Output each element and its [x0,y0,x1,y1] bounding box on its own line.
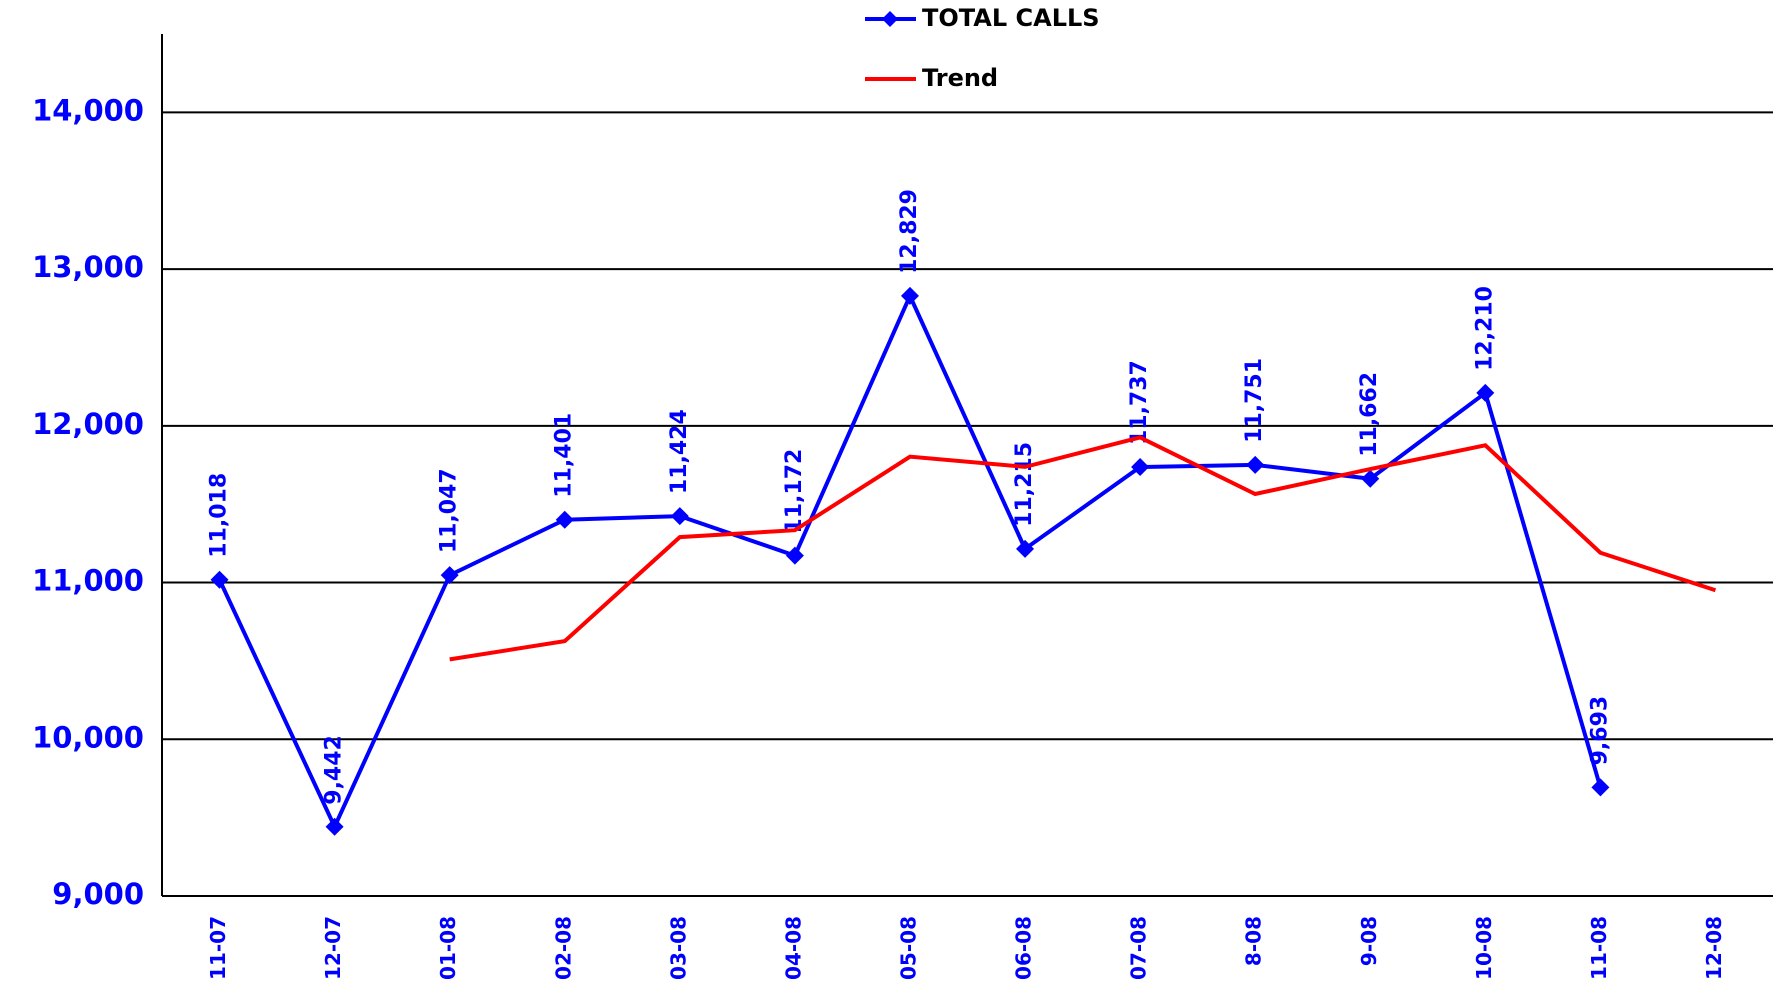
x-tick-label: 12-07 [321,916,345,980]
y-tick-label: 12,000 [32,407,144,441]
x-tick-label: 04-08 [781,916,805,980]
data-label: 12,829 [897,189,922,274]
data-point [1016,539,1035,558]
y-tick-label: 10,000 [32,720,144,754]
y-tick-label: 13,000 [32,250,144,284]
data-label: 9,693 [1587,696,1612,766]
data-label: 11,172 [782,449,807,534]
x-tick-label: 8-08 [1242,916,1266,966]
legend-marker [882,11,898,27]
data-label: 11,662 [1357,372,1382,457]
data-point [555,510,574,529]
y-tick-label: 9,000 [52,877,144,911]
data-point [670,507,689,526]
y-tick-label: 11,000 [32,564,144,598]
x-tick-label: 12-08 [1702,916,1726,980]
data-point [785,546,804,565]
x-tick-label: 01-08 [436,916,460,980]
legend-label: Trend [922,64,998,92]
data-point [900,286,919,305]
x-tick-label: 05-08 [896,916,920,980]
data-label: 11,737 [1127,360,1152,445]
data-label: 12,210 [1472,286,1497,371]
data-label: 11,401 [552,413,577,498]
data-point [440,566,459,585]
x-tick-label: 06-08 [1012,916,1036,980]
legend-label: TOTAL CALLS [922,4,1100,32]
data-point [1131,458,1150,477]
x-tick-label: 03-08 [666,916,690,980]
series-line [217,291,1603,832]
x-tick-label: 07-08 [1127,916,1151,980]
x-tick-label: 02-08 [551,916,575,980]
data-point [1476,383,1495,402]
data-label: 11,424 [667,409,692,494]
x-tick-label: 11-08 [1587,916,1611,980]
x-tick-label: 9-08 [1357,916,1381,966]
x-tick-label: 11-07 [206,916,230,980]
data-point [210,570,229,589]
data-label: 11,751 [1242,358,1267,443]
data-label: 11,018 [207,473,232,558]
data-point [1591,778,1610,797]
data-label: 11,047 [437,468,462,553]
data-point [1246,455,1265,474]
series-line [449,435,1717,662]
data-label: 11,215 [1012,442,1037,527]
y-tick-label: 14,000 [32,93,144,127]
x-tick-label: 10-08 [1472,916,1496,980]
data-point [1361,469,1380,488]
data-label: 9,442 [322,735,347,805]
data-point [325,817,344,836]
